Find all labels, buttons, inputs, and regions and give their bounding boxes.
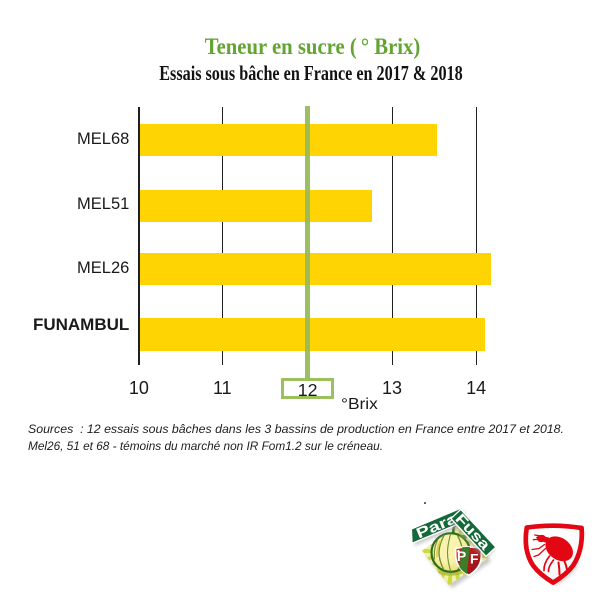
svg-text:P: P: [457, 548, 466, 564]
svg-text:F: F: [470, 551, 479, 567]
